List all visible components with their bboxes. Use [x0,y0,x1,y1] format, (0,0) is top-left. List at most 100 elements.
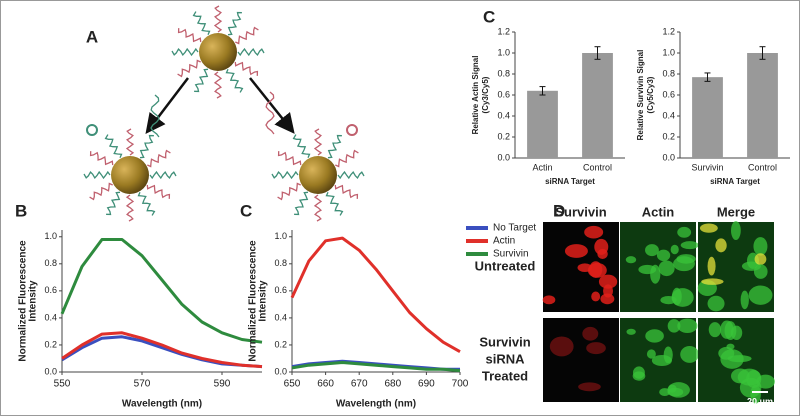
cell [676,254,696,264]
x-axis-label: Wavelength (nm) [336,399,416,410]
y-tick-label: 0.6 [662,89,675,99]
y-tick-label: 1.0 [274,231,287,241]
y-tick-label: 1.0 [44,231,57,241]
cell [586,342,606,355]
strand [313,194,323,222]
x-tick-label: 700 [452,379,469,390]
column-header: Actin [642,204,675,219]
strand [265,91,275,135]
strand [327,134,342,159]
column-header: Merge [717,204,755,219]
cell [715,238,727,253]
cell [656,249,671,262]
x-tick-label: 650 [284,379,301,390]
strand [125,194,135,222]
x-tick-label: Actin [532,162,552,172]
x-tick-label: 660 [317,379,334,390]
strand [325,192,344,216]
cell [597,248,608,259]
strand [149,170,177,180]
strand [235,26,259,45]
cell [549,336,574,357]
y-tick-label: 0.0 [497,152,510,162]
strand [227,11,242,36]
cell [564,244,588,258]
strand [225,69,244,93]
y-tick-label: 0.2 [274,339,287,349]
cell [748,285,773,305]
y-tick-label: 0.2 [662,131,675,141]
x-tick-label: 570 [134,379,151,390]
y-tick-label: 0.8 [497,68,510,78]
cell [582,326,599,341]
cell [677,318,698,334]
arrow [249,77,295,134]
y-tick-label: 0.4 [274,312,287,322]
cell [598,274,618,289]
panel-label: B [15,201,27,220]
panel-label: A [86,27,98,46]
cell [584,225,604,239]
y-axis-label: Normalized Fluorescence [248,240,259,362]
cell [659,388,671,397]
x-tick-label: 550 [54,379,71,390]
x-tick-label: 590 [214,379,231,390]
charts: C 0.0 0.2 0.4 0.6 0.8 1.0 1.2 Relative Actin Sig… [15,7,790,410]
cell [663,346,673,364]
strand [334,184,359,199]
scale-bar-label: 20 μm [747,396,773,406]
hairpin [346,124,358,136]
cell [708,322,722,338]
cell [591,291,601,302]
strand [335,149,359,168]
row-label: siRNA [485,351,525,366]
cell [701,278,724,285]
y-tick-label: 0.8 [662,68,675,78]
y-tick-label: 0.2 [497,131,510,141]
row-label: Treated [482,368,528,383]
strand [271,170,299,180]
strand [147,149,171,168]
strand [125,128,135,156]
cell [625,256,637,264]
schematic [83,5,365,222]
cell [753,264,768,279]
cell [737,368,761,386]
y-tick-label: 1.2 [497,26,510,36]
strand [237,47,265,57]
line-series [291,361,461,373]
panel-label: C [240,201,252,220]
y-tick-label: 0.6 [497,89,510,99]
strand [292,134,311,158]
y-tick-label: 0.0 [274,366,287,376]
bar [692,77,723,158]
x-tick-label: 670 [351,379,368,390]
cell [754,253,767,265]
line-series [60,238,263,344]
strand [146,184,171,199]
x-tick-label: Control [748,162,777,172]
cell [646,349,656,359]
cell [753,237,768,256]
cell [680,346,700,363]
cell [670,244,679,255]
nanoparticle [111,156,149,194]
y-axis-label: Relative Survivin Signal [636,50,645,141]
cell [632,366,645,379]
hairpin [86,124,98,136]
y-axis-label: Intensity [258,280,269,322]
cell [668,384,677,393]
y-tick-label: 0.2 [44,339,57,349]
strand [89,182,113,201]
y-tick-label: 0.4 [44,312,57,322]
strand [277,182,301,201]
line-series [61,331,263,369]
cell [626,328,636,335]
y-axis-label: Intensity [28,280,39,322]
strand [89,151,114,166]
y-tick-label: 0.0 [662,152,675,162]
cell [731,221,741,240]
strand [83,170,111,180]
bar [582,53,613,158]
